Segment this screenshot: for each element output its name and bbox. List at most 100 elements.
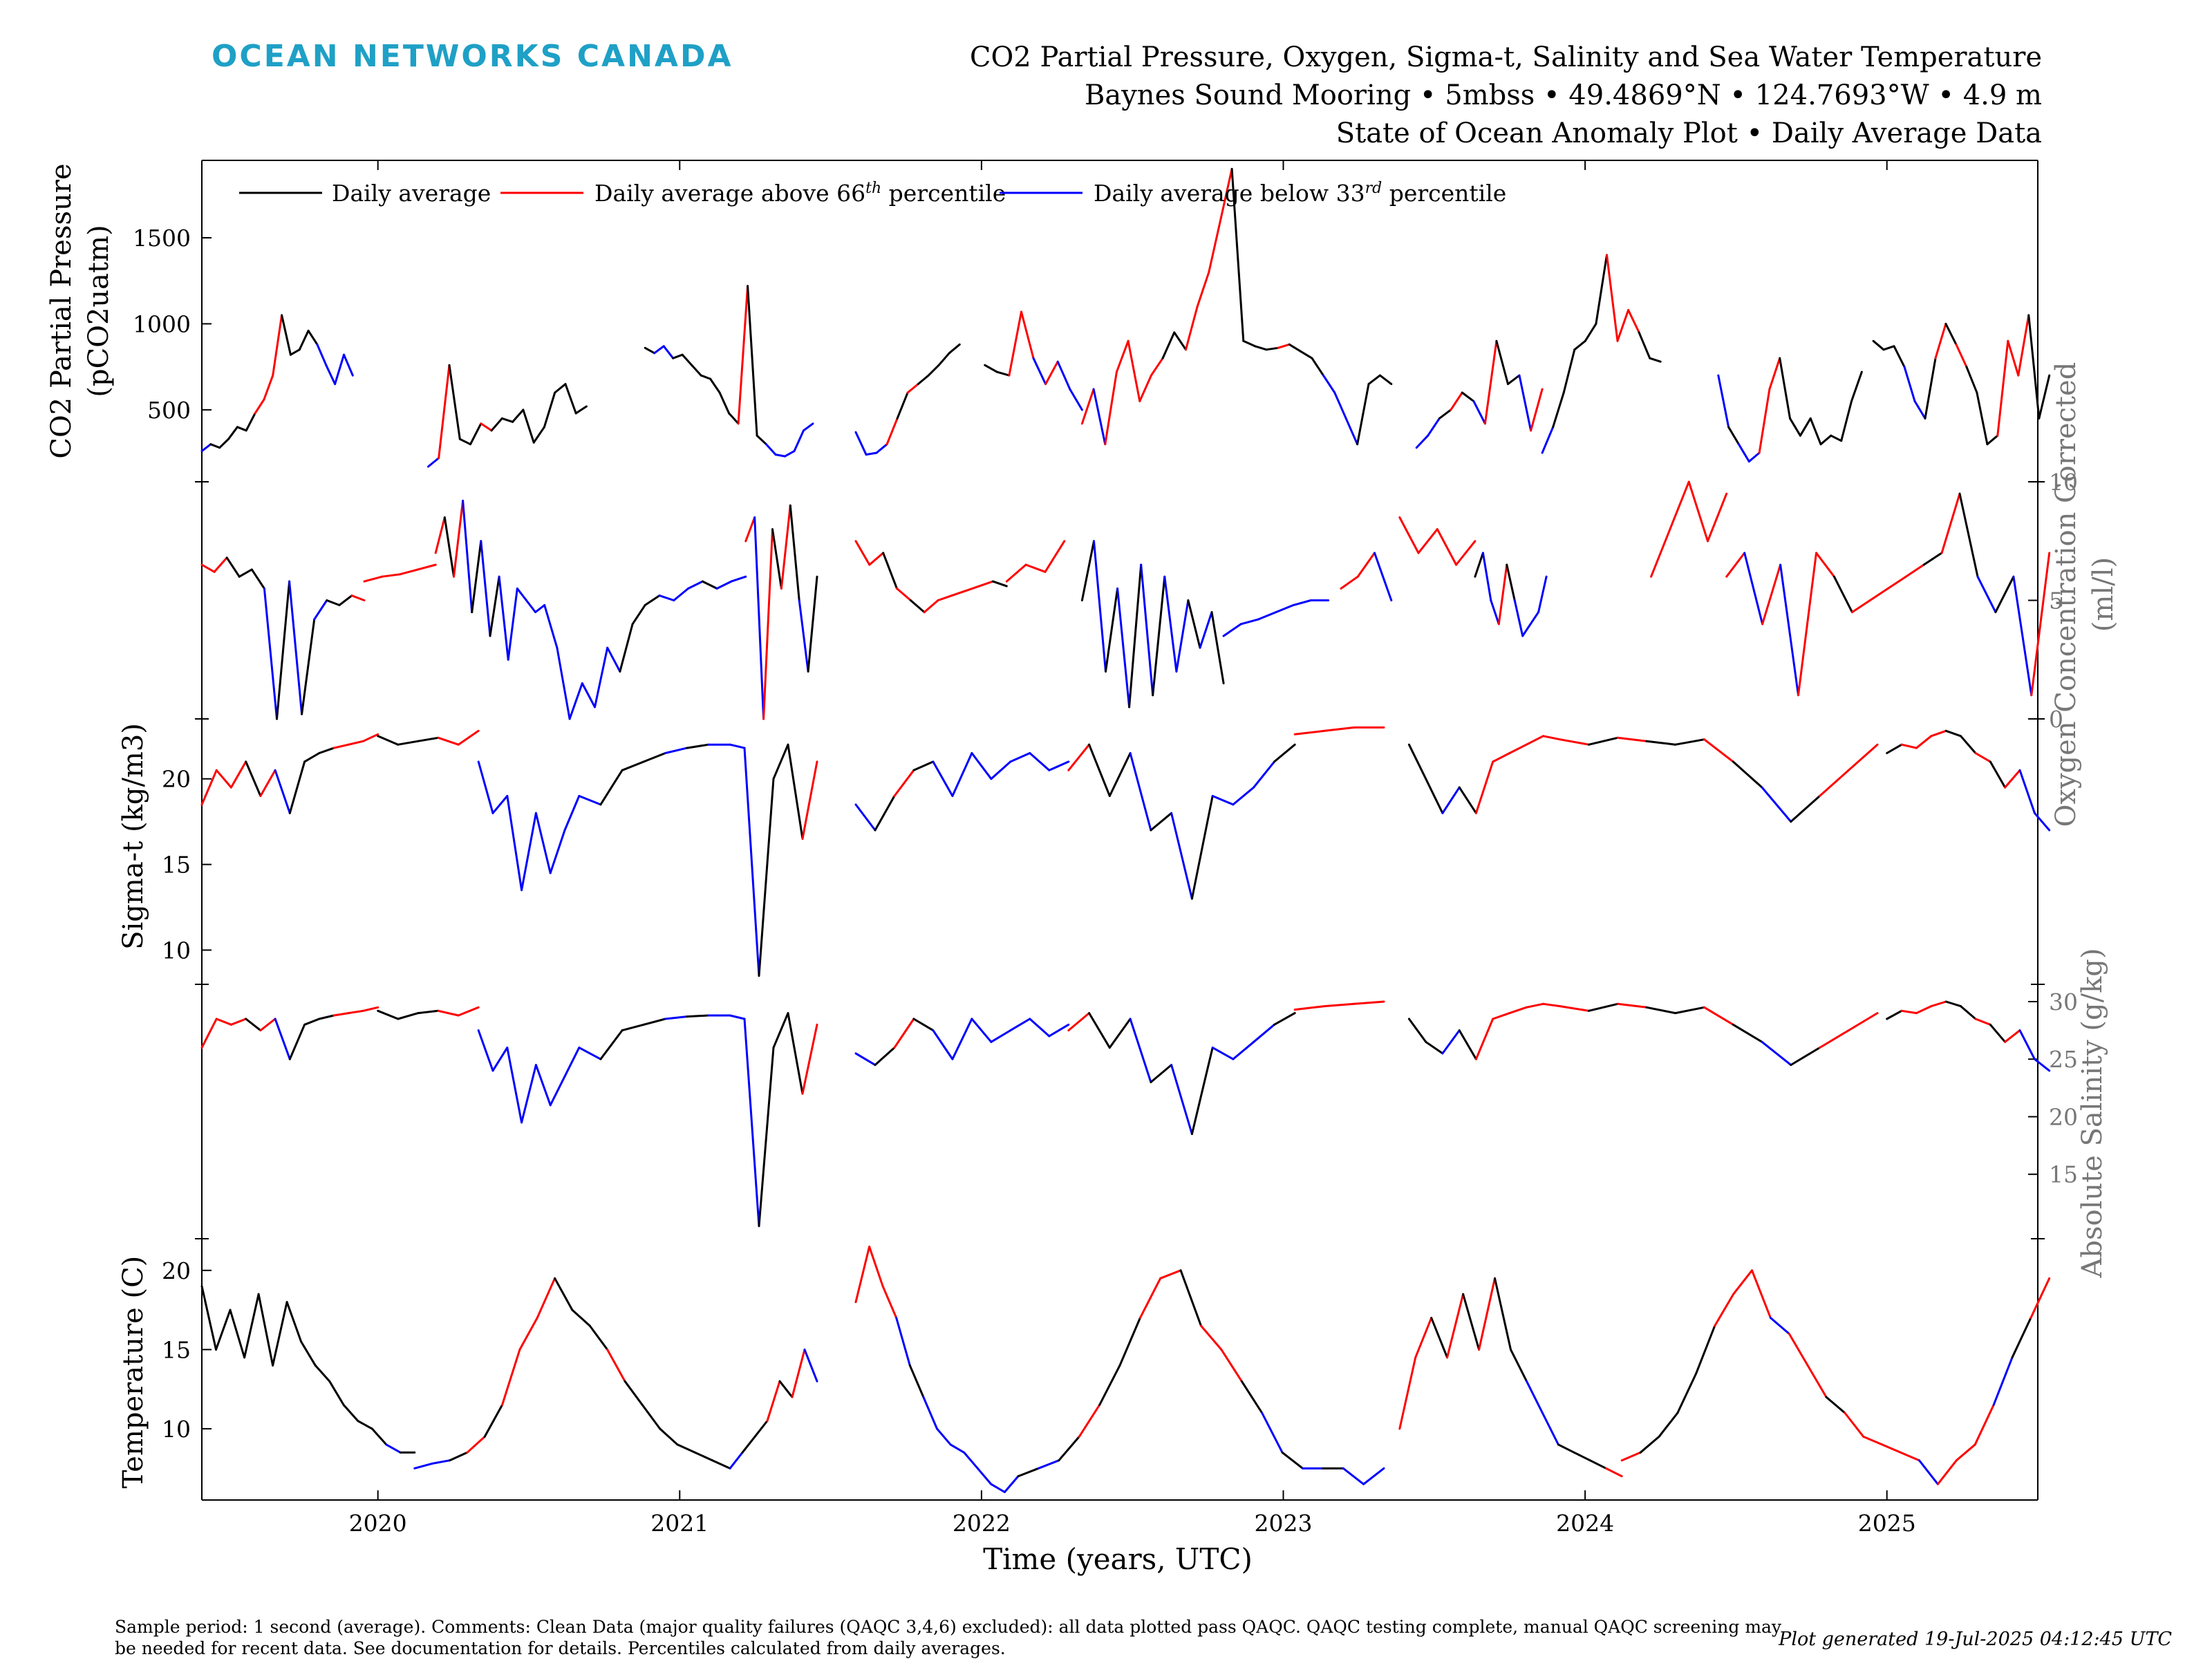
data-line-temperature	[1955, 1443, 1976, 1462]
data-line-co2	[1161, 331, 1176, 359]
data-line-co2	[1450, 391, 1463, 411]
data-line-co2	[1020, 310, 1035, 359]
data-line-sigma	[377, 735, 400, 746]
data-line-salinity	[1108, 1018, 1132, 1049]
data-line-sigma	[1253, 760, 1275, 789]
data-line-sigma	[477, 760, 494, 814]
data-line-oxygen	[434, 516, 446, 554]
data-line-temperature	[741, 1435, 756, 1454]
data-line-oxygen	[730, 575, 747, 583]
data-line-temperature	[868, 1246, 884, 1288]
data-line-salinity	[1508, 1006, 1528, 1015]
data-line-sigma	[1616, 736, 1648, 742]
data-line-co2	[984, 364, 998, 373]
data-line-co2	[1606, 254, 1619, 342]
data-line-co2	[1277, 343, 1291, 349]
data-line-co2	[254, 398, 265, 415]
data-line-oxygen	[1521, 623, 1532, 637]
data-line-co2	[1562, 348, 1576, 394]
data-line-sigma	[578, 795, 602, 806]
data-line-temperature	[1281, 1451, 1304, 1470]
data-line-temperature	[711, 1459, 731, 1470]
data-line-salinity	[1458, 1029, 1477, 1060]
data-line-oxygen	[978, 580, 994, 588]
data-line-sigma	[2004, 769, 2021, 789]
data-line-temperature	[1478, 1277, 1496, 1351]
y-tick-label: 20	[162, 766, 191, 793]
data-line-oxygen	[1886, 575, 1907, 590]
data-line-co2	[1541, 426, 1555, 454]
data-line-temperature	[990, 1483, 1006, 1493]
data-line-salinity	[729, 1014, 746, 1020]
data-line-salinity	[642, 1018, 666, 1026]
data-line-co2	[728, 412, 740, 425]
data-line-salinity	[1790, 1047, 1821, 1067]
data-line-temperature	[1541, 1412, 1559, 1446]
data-line-sigma	[1930, 729, 1947, 738]
data-line-oxygen	[238, 568, 253, 578]
data-line-salinity	[1088, 1012, 1111, 1049]
data-line-co2	[1830, 434, 1843, 442]
data-line-temperature	[518, 1317, 538, 1351]
data-line-sigma	[664, 747, 688, 754]
data-line-oxygen	[1797, 552, 1817, 697]
data-line-oxygen	[1994, 575, 2015, 614]
data-line-sigma	[1703, 738, 1734, 763]
data-line-sigma	[1425, 778, 1444, 814]
data-line-temperature	[285, 1301, 303, 1343]
data-line-sigma	[893, 769, 915, 797]
data-line-oxygen	[1417, 528, 1438, 554]
data-line-oxygen	[1958, 492, 1979, 578]
data-line-co2	[917, 374, 930, 386]
data-line-oxygen	[213, 556, 228, 573]
y-tick-label: 20	[162, 1257, 191, 1284]
data-line-salinity	[1293, 1005, 1326, 1011]
data-line-temperature	[676, 1443, 696, 1454]
data-line-co2	[1986, 434, 1999, 446]
data-line-temperature	[200, 1285, 217, 1351]
data-line-sigma	[1732, 760, 1763, 789]
data-line-salinity	[1253, 1023, 1275, 1043]
data-line-oxygen	[1513, 599, 1524, 637]
data-line-temperature	[1695, 1324, 1716, 1375]
y-tick-label: 25	[2049, 1046, 2078, 1073]
data-line-oxygen	[1743, 552, 1764, 626]
data-line-oxygen	[1398, 516, 1420, 554]
data-line-oxygen	[498, 575, 509, 661]
data-line-temperature	[1398, 1356, 1417, 1430]
data-line-co2	[937, 352, 950, 366]
data-line-sigma	[743, 747, 760, 977]
data-line-co2	[1242, 339, 1256, 348]
data-line-temperature	[554, 1277, 574, 1311]
data-line-co2	[1809, 417, 1822, 446]
data-line-salinity	[318, 1014, 335, 1020]
x-tick-label: 2025	[1858, 1510, 1916, 1537]
x-axis-label: Time (years, UTC)	[983, 1542, 1253, 1576]
data-line-salinity	[1273, 1012, 1296, 1026]
data-line-sigma	[1588, 736, 1619, 746]
data-line-temperature	[1732, 1269, 1753, 1295]
data-line-temperature	[215, 1309, 232, 1351]
data-line-co2	[1758, 388, 1771, 454]
data-line-co2	[543, 391, 556, 429]
data-line-sigma	[971, 752, 993, 780]
data-line-sigma	[951, 752, 973, 797]
data-line-temperature	[413, 1462, 433, 1470]
data-line-salinity	[971, 1018, 993, 1043]
data-line-temperature	[922, 1396, 938, 1430]
data-line-co2	[1819, 434, 1833, 446]
data-line-co2	[1518, 374, 1533, 432]
data-line-sigma	[1067, 743, 1091, 771]
data-line-co2	[334, 353, 345, 386]
data-line-co2	[803, 422, 814, 432]
data-line-sigma	[1790, 795, 1821, 823]
data-line-temperature	[1037, 1459, 1060, 1470]
data-line-co2	[480, 422, 493, 432]
data-line-salinity	[1190, 1047, 1214, 1135]
data-line-oxygen	[1650, 528, 1671, 578]
data-line-oxygen	[1275, 603, 1295, 614]
data-line-sigma	[200, 769, 218, 806]
y-tick-label: 15	[162, 852, 191, 879]
panel-sigma: 10 15 20	[162, 718, 2051, 977]
data-line-sigma	[229, 760, 247, 789]
